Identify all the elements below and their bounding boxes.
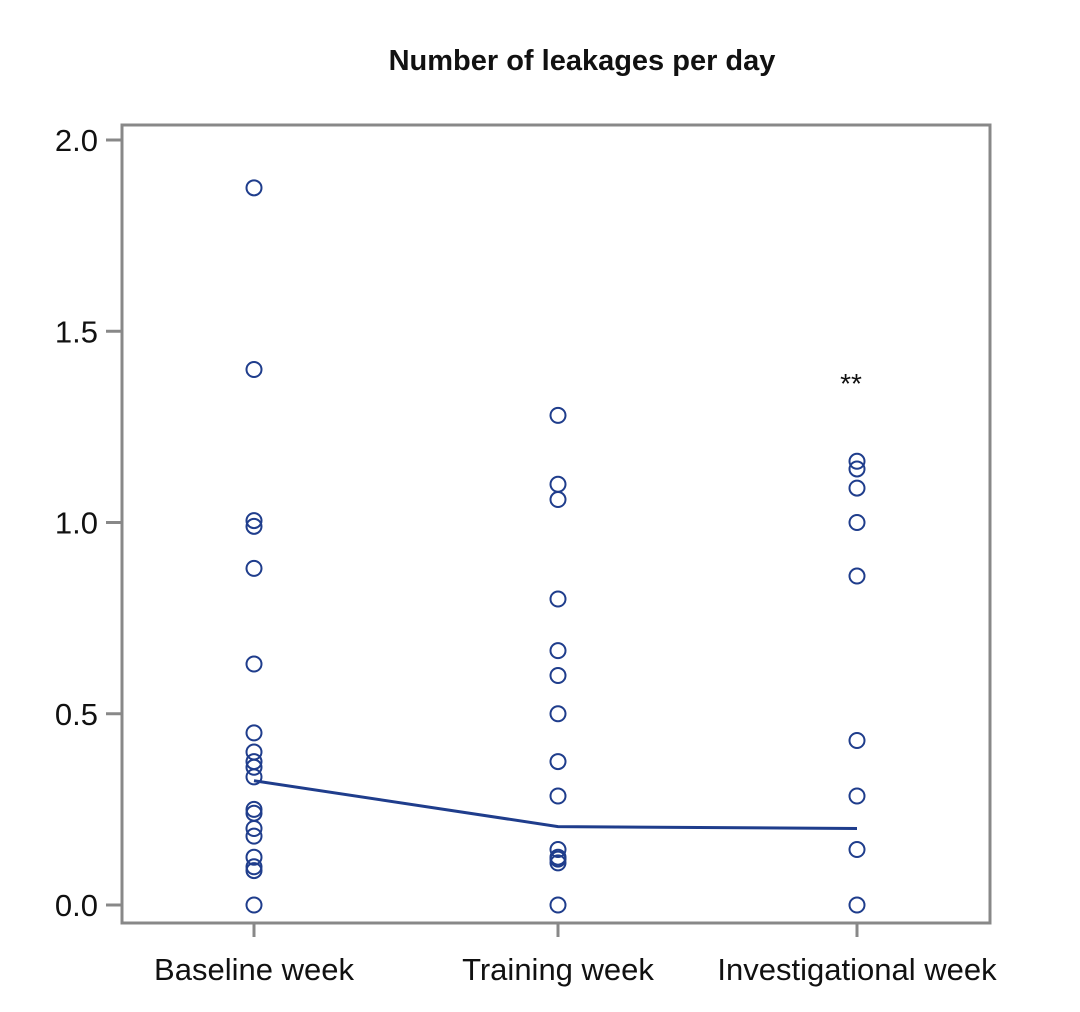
data-point bbox=[245, 804, 263, 822]
data-point bbox=[245, 758, 263, 776]
data-point bbox=[549, 642, 567, 660]
y-tick-label: 2.0 bbox=[55, 123, 98, 158]
data-point bbox=[848, 841, 866, 859]
y-tick-label: 0.5 bbox=[55, 697, 98, 732]
x-axis: Baseline week Training week Investigationa… bbox=[154, 923, 997, 987]
data-point bbox=[245, 848, 263, 866]
data-point bbox=[549, 705, 567, 723]
data-point bbox=[848, 732, 866, 750]
x-tick-label: Training week bbox=[462, 952, 654, 987]
annotations: ** bbox=[840, 368, 862, 399]
data-point bbox=[549, 590, 567, 608]
data-point bbox=[245, 800, 263, 818]
y-tick-label: 0.0 bbox=[55, 888, 98, 923]
y-axis: 0.0 0.5 1.0 1.5 2.0 bbox=[55, 123, 122, 923]
data-point bbox=[549, 667, 567, 684]
data-point bbox=[848, 514, 866, 531]
data-point bbox=[549, 491, 567, 509]
data-point bbox=[549, 475, 567, 493]
data-point bbox=[245, 768, 263, 786]
data-point bbox=[245, 724, 263, 742]
significance-annotation: ** bbox=[840, 368, 862, 399]
data-point bbox=[549, 896, 567, 914]
data-point bbox=[245, 559, 263, 577]
data-point bbox=[848, 452, 866, 470]
median-line-layer bbox=[253, 779, 858, 830]
data-point bbox=[245, 179, 263, 197]
x-tick-label: Baseline week bbox=[154, 952, 354, 987]
data-point bbox=[245, 517, 263, 535]
data-point bbox=[245, 820, 263, 837]
data-point bbox=[549, 753, 567, 771]
data-point bbox=[245, 896, 263, 914]
median-line bbox=[253, 779, 858, 830]
data-point bbox=[245, 361, 263, 378]
data-point bbox=[245, 655, 263, 673]
y-tick-label: 1.0 bbox=[55, 506, 98, 541]
data-point bbox=[848, 787, 866, 805]
data-point bbox=[245, 827, 263, 845]
data-point bbox=[549, 406, 567, 424]
data-point bbox=[549, 841, 567, 859]
chart-title: Number of leakages per day bbox=[389, 45, 776, 77]
data-point bbox=[848, 567, 866, 585]
data-point bbox=[848, 896, 866, 914]
data-points bbox=[245, 179, 866, 914]
data-point bbox=[245, 858, 263, 876]
x-tick-label: Investigational week bbox=[717, 952, 997, 987]
y-tick-label: 1.5 bbox=[55, 314, 98, 349]
data-point bbox=[549, 787, 567, 805]
data-point bbox=[245, 512, 263, 530]
data-point bbox=[549, 854, 567, 872]
data-point bbox=[848, 460, 866, 478]
data-point bbox=[848, 479, 866, 497]
data-point bbox=[245, 862, 263, 880]
